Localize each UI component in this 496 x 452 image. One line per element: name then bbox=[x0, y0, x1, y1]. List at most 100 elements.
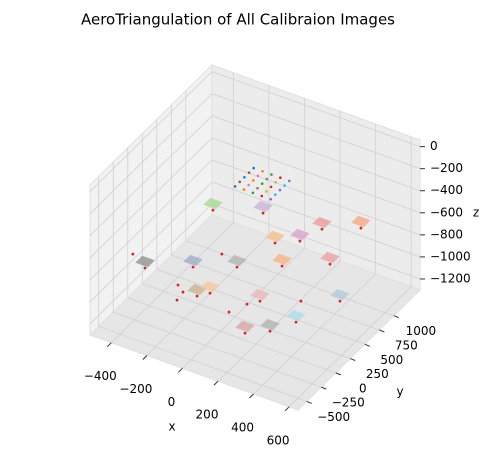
point bbox=[243, 175, 246, 179]
grid-line bbox=[171, 254, 380, 331]
point bbox=[294, 320, 298, 324]
footprint bbox=[312, 216, 332, 229]
grid-line bbox=[89, 203, 213, 325]
grid-line bbox=[113, 311, 322, 388]
point bbox=[265, 177, 269, 181]
point bbox=[251, 179, 255, 182]
x-tick bbox=[284, 406, 290, 412]
x-tick bbox=[249, 393, 254, 399]
x-tick-label: −400 bbox=[84, 369, 117, 383]
x-tick-label: 400 bbox=[231, 420, 254, 434]
grid-line bbox=[89, 93, 213, 214]
grid-line bbox=[211, 159, 421, 236]
point bbox=[227, 310, 231, 314]
y-tick-label: 0 bbox=[359, 381, 367, 395]
point bbox=[359, 226, 363, 230]
grid-line bbox=[211, 181, 421, 258]
z-tick-label: −1200 bbox=[430, 271, 471, 285]
grid-line bbox=[211, 93, 421, 170]
y-tick bbox=[364, 343, 370, 347]
point bbox=[220, 252, 224, 256]
y-tick-label: −250 bbox=[332, 396, 365, 410]
x-tick-label: 200 bbox=[196, 408, 219, 422]
footprint bbox=[227, 254, 247, 267]
y-tick bbox=[335, 372, 341, 376]
grid-line bbox=[146, 235, 270, 356]
point bbox=[175, 298, 179, 302]
point bbox=[256, 174, 260, 178]
y-tick bbox=[350, 358, 356, 362]
footprint bbox=[286, 309, 306, 322]
point bbox=[287, 179, 291, 183]
grid-line bbox=[211, 71, 421, 147]
grid-line bbox=[89, 159, 213, 281]
point bbox=[298, 239, 302, 243]
footprint bbox=[235, 320, 255, 333]
point bbox=[247, 171, 251, 174]
z-tick-label: −1000 bbox=[430, 249, 471, 263]
point bbox=[279, 176, 282, 180]
point bbox=[260, 194, 264, 198]
point bbox=[274, 193, 277, 196]
footprint bbox=[200, 280, 220, 293]
footprint bbox=[183, 254, 203, 267]
z-tick-label: −800 bbox=[430, 227, 463, 241]
point bbox=[278, 188, 282, 192]
x-tick bbox=[142, 355, 148, 360]
chart-title: AeroTriangulation of All Calibraion Imag… bbox=[81, 11, 395, 29]
grid-line bbox=[211, 115, 421, 192]
grid-line bbox=[89, 115, 213, 237]
footprint bbox=[250, 288, 270, 301]
y-tick bbox=[379, 329, 385, 333]
footprint bbox=[290, 228, 310, 241]
point bbox=[269, 197, 272, 201]
point bbox=[247, 183, 250, 187]
point bbox=[245, 302, 249, 306]
point bbox=[233, 185, 237, 188]
z-axis-label: z bbox=[473, 206, 479, 220]
y-axis-label: y bbox=[396, 385, 403, 399]
grid-line bbox=[142, 283, 351, 359]
point bbox=[273, 241, 277, 245]
x-tick-label: −200 bbox=[119, 382, 152, 396]
y-tick bbox=[321, 386, 327, 390]
point bbox=[238, 180, 242, 184]
grid-line bbox=[89, 181, 213, 303]
point bbox=[268, 329, 272, 333]
grid-line bbox=[182, 248, 305, 369]
point bbox=[208, 291, 212, 295]
point bbox=[195, 294, 199, 298]
y-tick-label: 1000 bbox=[406, 324, 437, 338]
y-tick-label: 250 bbox=[366, 367, 389, 381]
point bbox=[265, 190, 268, 193]
point bbox=[261, 170, 264, 173]
footprint bbox=[272, 253, 292, 266]
x-tick-label: 0 bbox=[168, 395, 176, 409]
point bbox=[328, 262, 332, 266]
z-tick-label: −200 bbox=[430, 161, 463, 175]
footprint bbox=[320, 251, 340, 264]
z-tick-label: −600 bbox=[430, 205, 463, 219]
point bbox=[143, 266, 147, 270]
grid-line bbox=[288, 286, 412, 408]
point bbox=[320, 227, 324, 231]
point bbox=[252, 166, 255, 170]
point bbox=[260, 182, 264, 185]
point bbox=[256, 186, 259, 190]
grid-line bbox=[111, 222, 234, 343]
y-tick-label: 500 bbox=[380, 353, 403, 367]
z-tick-label: −400 bbox=[430, 183, 463, 197]
point bbox=[181, 290, 185, 294]
y-tick bbox=[393, 315, 400, 319]
point bbox=[131, 252, 135, 256]
footprint bbox=[203, 197, 223, 210]
y-tick-label: 750 bbox=[395, 339, 418, 353]
grid-line bbox=[185, 240, 394, 317]
footprint bbox=[260, 318, 280, 331]
point bbox=[251, 191, 255, 195]
point bbox=[243, 331, 247, 335]
y-tick-label: −500 bbox=[317, 410, 350, 424]
point bbox=[280, 264, 284, 268]
grid-line bbox=[127, 297, 336, 374]
footprint bbox=[330, 288, 350, 301]
